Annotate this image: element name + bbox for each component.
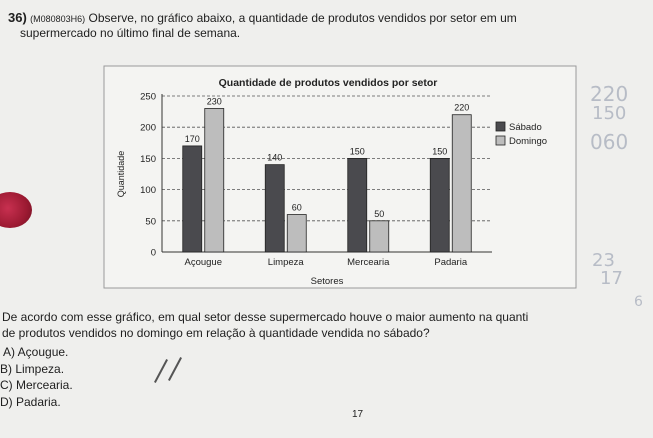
y-tick-label: 100 bbox=[140, 185, 156, 196]
y-tick-label: 50 bbox=[145, 216, 156, 227]
question-number: 36) bbox=[8, 10, 27, 25]
question-text-2: supermercado no último final de semana. bbox=[20, 26, 241, 40]
handwritten-note: 220 bbox=[590, 82, 629, 106]
bar-domingo bbox=[369, 220, 390, 253]
legend-swatch bbox=[495, 135, 506, 146]
chart-title: Quantidade de produtos vendidos por seto… bbox=[219, 77, 438, 89]
handwritten-note: 060 bbox=[590, 130, 629, 154]
bar-sabado bbox=[264, 164, 285, 253]
data-label: 50 bbox=[374, 209, 384, 219]
data-label: 150 bbox=[350, 146, 365, 156]
prompt-line-1: De acordo com esse gráfico, em qual seto… bbox=[2, 310, 529, 324]
bar-sabado bbox=[429, 158, 450, 253]
handwritten-note: 23 bbox=[592, 250, 615, 271]
x-tick-label: Mercearia bbox=[347, 257, 390, 268]
data-label: 170 bbox=[185, 134, 200, 144]
data-label: 230 bbox=[207, 96, 222, 106]
question-code: (M080803H6) bbox=[30, 14, 86, 24]
y-tick-label: 0 bbox=[151, 248, 156, 259]
bar-sabado bbox=[347, 158, 368, 253]
x-tick-label: Limpeza bbox=[268, 257, 305, 268]
y-axis-label: Quantidade bbox=[116, 151, 126, 198]
data-label: 60 bbox=[292, 203, 302, 213]
data-label: 220 bbox=[454, 103, 469, 113]
bar-chart: Quantidade de produtos vendidos por seto… bbox=[103, 65, 577, 289]
fingertip-photo-artifact bbox=[0, 192, 32, 228]
prompt-line-2: de produtos vendidos no domingo em relaç… bbox=[2, 326, 430, 340]
handwritten-note: 6 bbox=[634, 294, 643, 310]
legend-swatch bbox=[495, 121, 506, 132]
bar-domingo bbox=[204, 108, 225, 253]
data-label: 140 bbox=[267, 153, 282, 163]
page-number: 17 bbox=[352, 409, 364, 420]
pencil-mark bbox=[154, 359, 168, 383]
handwritten-note: 150 bbox=[592, 103, 627, 124]
bar-sabado bbox=[182, 145, 203, 253]
x-tick-label: Açougue bbox=[184, 257, 222, 268]
data-label: 150 bbox=[432, 146, 447, 156]
x-axis-label: Setores bbox=[311, 276, 344, 287]
legend-label: Domingo bbox=[509, 136, 547, 147]
y-tick-label: 200 bbox=[140, 123, 156, 134]
option-a[interactable]: A) Açougue. bbox=[3, 345, 69, 359]
handwritten-note: 17 bbox=[600, 268, 623, 289]
legend-label: Sábado bbox=[509, 122, 542, 133]
chart-frame bbox=[103, 65, 577, 289]
question-line-1: 36) (M080803H6) Observe, no gráfico abai… bbox=[8, 10, 517, 25]
bar-domingo bbox=[286, 214, 307, 253]
pencil-mark bbox=[168, 357, 182, 381]
option-c[interactable]: C) Mercearia. bbox=[0, 378, 73, 392]
question-text-1: Observe, no gráfico abaixo, a quantidade… bbox=[88, 11, 517, 25]
bar-domingo bbox=[451, 114, 472, 253]
y-tick-label: 150 bbox=[140, 154, 156, 165]
x-tick-label: Padaria bbox=[434, 257, 467, 268]
y-tick-label: 250 bbox=[140, 92, 156, 103]
option-d[interactable]: D) Padaria. bbox=[0, 395, 61, 409]
option-b[interactable]: B) Limpeza. bbox=[0, 362, 65, 376]
